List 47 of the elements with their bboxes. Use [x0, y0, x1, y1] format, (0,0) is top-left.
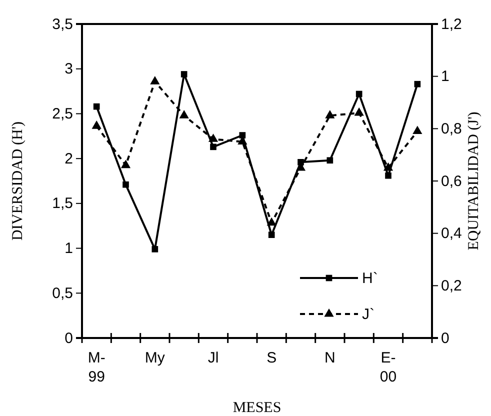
- point: [385, 172, 392, 179]
- y2-tick-label: 0: [441, 330, 450, 347]
- point: [266, 217, 276, 226]
- point: [150, 76, 160, 84]
- legend-label: J`: [362, 306, 374, 323]
- y2-tick-label: 0,8: [441, 120, 462, 138]
- point: [326, 157, 334, 164]
- point: [208, 134, 218, 142]
- point: [152, 246, 158, 252]
- point: [122, 181, 129, 188]
- point: [325, 110, 335, 118]
- x-tick-label: My: [144, 350, 166, 367]
- y2-tick-label: 1,2: [441, 16, 462, 33]
- y-tick-label: 0: [64, 330, 73, 347]
- y-tick-label: 2,5: [52, 106, 73, 123]
- y2-tick-label: 0,2: [441, 277, 462, 294]
- point: [383, 162, 394, 171]
- y-axis-title: DIVERSIDAD (H'): [10, 122, 26, 240]
- point: [356, 90, 362, 98]
- y2-tick-label: 0,6: [441, 172, 462, 190]
- point: [412, 126, 422, 134]
- point: [268, 232, 275, 238]
- point: [92, 120, 102, 129]
- point: [93, 103, 100, 110]
- point: [179, 110, 189, 118]
- x-tick-label: Jl: [208, 350, 219, 367]
- y-tick-label: 1,5: [52, 195, 73, 212]
- x-tick-label: S: [266, 350, 277, 367]
- x-tick-label: M-99: [88, 350, 106, 386]
- legend-label: H`: [362, 270, 378, 287]
- x-tick-label: E-00: [380, 350, 397, 386]
- y2-axis-title: EQUITABILIDAD (J'): [466, 112, 482, 250]
- y-tick-label: 0,5: [52, 284, 73, 302]
- point: [120, 160, 131, 168]
- y2-tick-label: 1: [441, 68, 450, 86]
- x-tick-label: N: [324, 350, 336, 367]
- y2-tick-label: 0,4: [441, 225, 462, 242]
- point: [414, 80, 421, 88]
- point: [210, 144, 216, 150]
- y-tick-label: 2: [64, 150, 73, 168]
- x-axis-title: MESES: [232, 400, 282, 416]
- y-tick-label: 1: [64, 240, 73, 258]
- y-tick-label: 3: [64, 60, 73, 78]
- point: [239, 132, 246, 138]
- y-tick-label: 3,5: [52, 16, 73, 33]
- point: [180, 71, 188, 78]
- point: [354, 107, 364, 116]
